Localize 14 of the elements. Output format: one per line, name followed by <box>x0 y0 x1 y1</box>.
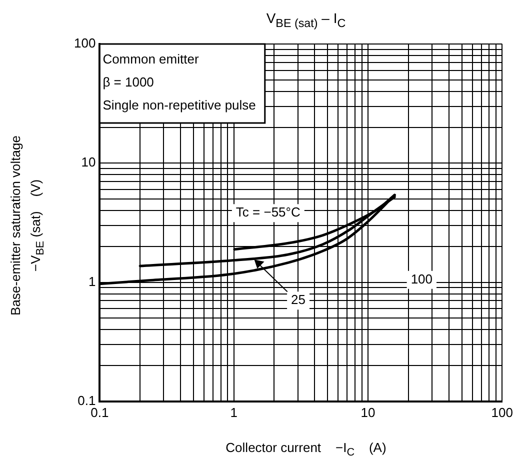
annotation: Common emitter <box>102 52 200 67</box>
annotation: Single non-repetitive pulse <box>102 98 256 113</box>
x-tick-label: 100 <box>491 404 514 420</box>
annotation: 25 <box>291 292 306 308</box>
annotation: Tc = −55°C <box>236 204 300 220</box>
annotation: β = 1000 <box>102 74 154 90</box>
x-tick-label: 1 <box>230 404 238 420</box>
annotation: 100 <box>410 271 433 286</box>
y-tick-label: 10 <box>81 154 96 170</box>
y-tick-label: 100 <box>74 36 96 51</box>
chart-title: V$_{BE (sat)}$ – I$_{C}$ <box>265 10 347 30</box>
y-tick-label: 1 <box>88 274 96 289</box>
x-tick-label: 10 <box>360 404 376 420</box>
text: Collector current −I$_{C}$ (A) <box>226 440 386 459</box>
